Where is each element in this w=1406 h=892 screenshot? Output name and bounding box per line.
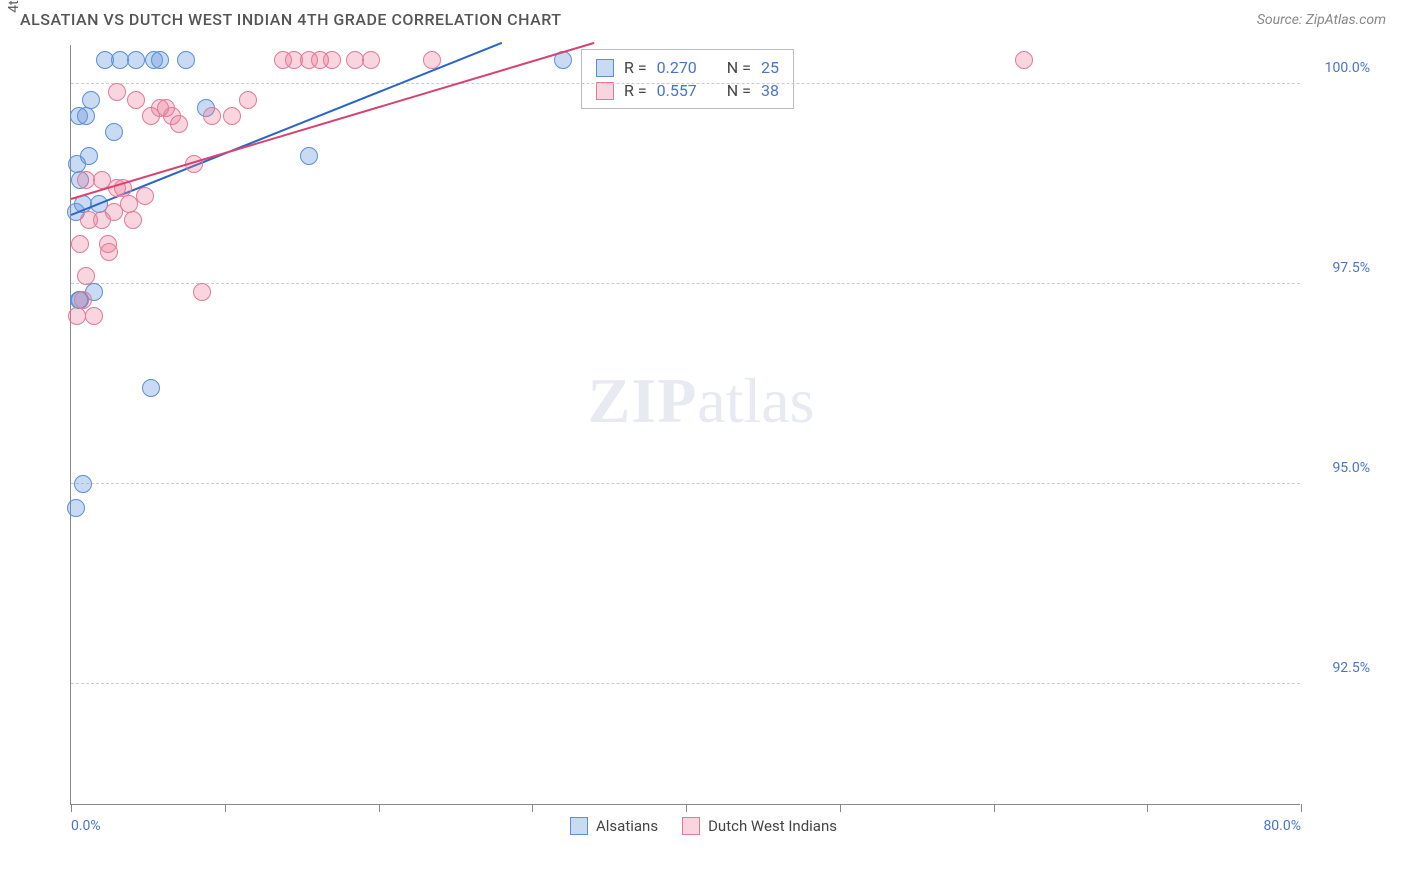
scatter-marker <box>67 499 85 517</box>
scatter-marker <box>362 51 380 69</box>
y-axis-label: 4th Grade <box>6 0 22 13</box>
scatter-marker <box>1015 51 1033 69</box>
stat-n-value: 25 <box>761 58 779 77</box>
scatter-marker <box>151 51 169 69</box>
scatter-marker <box>177 51 195 69</box>
source-label: Source: ZipAtlas.com <box>1257 12 1386 28</box>
x-tick <box>225 804 226 812</box>
x-tick <box>840 804 841 812</box>
x-tick <box>1301 804 1302 812</box>
stat-r-label: R = <box>624 58 647 77</box>
legend-swatch <box>682 817 700 835</box>
legend-label: Dutch West Indians <box>708 817 837 835</box>
gridline-h <box>71 683 1300 684</box>
scatter-marker <box>127 51 145 69</box>
stats-swatch <box>596 82 614 100</box>
y-tick-label: 92.5% <box>1310 660 1370 676</box>
scatter-marker <box>80 147 98 165</box>
scatter-marker <box>108 83 126 101</box>
scatter-marker <box>127 91 145 109</box>
stats-swatch <box>596 59 614 77</box>
legend-label: Alsatians <box>596 817 658 835</box>
legend-item: Alsatians <box>570 817 658 835</box>
scatter-marker <box>68 307 86 325</box>
scatter-marker <box>423 51 441 69</box>
scatter-marker <box>77 267 95 285</box>
scatter-marker <box>142 379 160 397</box>
scatter-marker <box>193 283 211 301</box>
scatter-marker <box>71 235 89 253</box>
gridline-h <box>71 283 1300 284</box>
y-tick-label: 95.0% <box>1310 460 1370 476</box>
scatter-marker <box>300 147 318 165</box>
x-tick <box>71 804 72 812</box>
x-tick-label: 0.0% <box>71 818 101 834</box>
stats-box: R = 0.270N = 25R = 0.557N = 38 <box>581 49 794 109</box>
x-tick <box>1147 804 1148 812</box>
chart-title: ALSATIAN VS DUTCH WEST INDIAN 4TH GRADE … <box>20 10 561 29</box>
scatter-marker <box>82 91 100 109</box>
scatter-marker <box>163 107 181 125</box>
x-tick <box>994 804 995 812</box>
stat-n-label: N = <box>727 58 751 77</box>
scatter-marker <box>203 107 221 125</box>
scatter-marker <box>124 211 142 229</box>
scatter-marker <box>105 123 123 141</box>
x-tick <box>686 804 687 812</box>
scatter-marker <box>136 187 154 205</box>
scatter-marker <box>223 107 241 125</box>
gridline-h <box>71 483 1300 484</box>
stats-row: R = 0.270 N = 25 <box>596 56 779 79</box>
watermark-bold: ZIP <box>588 365 698 436</box>
legend-swatch <box>570 817 588 835</box>
scatter-marker <box>74 475 92 493</box>
legend-item: Dutch West Indians <box>682 817 837 835</box>
x-tick-label: 80.0% <box>1263 818 1301 834</box>
x-tick <box>379 804 380 812</box>
scatter-marker <box>80 211 98 229</box>
legend: Alsatians Dutch West Indians <box>570 817 837 835</box>
gridline-h <box>71 83 1300 84</box>
watermark-rest: atlas <box>697 365 814 436</box>
stat-r-value: 0.270 <box>657 58 697 77</box>
scatter-marker <box>85 307 103 325</box>
scatter-marker <box>74 291 92 309</box>
scatter-marker <box>77 107 95 125</box>
scatter-marker <box>323 51 341 69</box>
scatter-marker <box>239 91 257 109</box>
watermark: ZIPatlas <box>588 364 815 438</box>
y-tick-label: 97.5% <box>1310 260 1370 276</box>
scatter-marker <box>100 243 118 261</box>
y-tick-label: 100.0% <box>1310 60 1370 76</box>
x-tick <box>532 804 533 812</box>
plot-area: ZIPatlas R = 0.270N = 25R = 0.557N = 38 … <box>70 45 1300 805</box>
